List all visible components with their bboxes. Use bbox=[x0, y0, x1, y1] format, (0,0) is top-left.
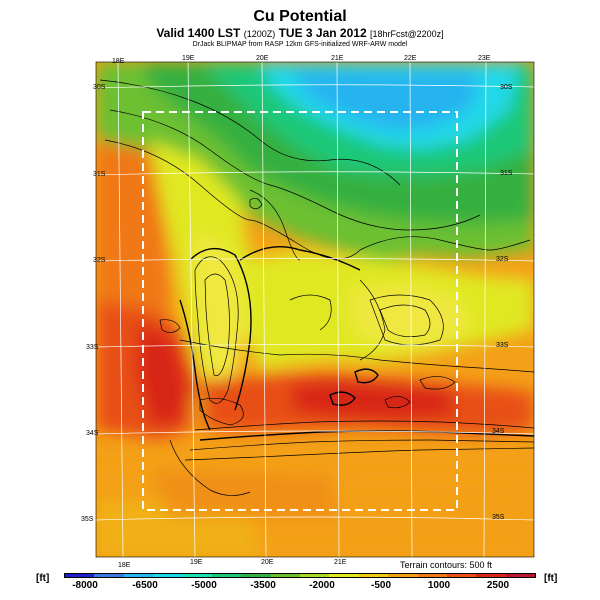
lat-label-left: 32S bbox=[93, 257, 106, 264]
inner-domain-boundary bbox=[142, 111, 458, 511]
colorbar-swatch bbox=[476, 574, 506, 577]
colorbar-unit-right: [ft] bbox=[544, 573, 558, 584]
colorbar bbox=[64, 573, 536, 578]
colorbar-unit-left: [ft] bbox=[36, 573, 50, 584]
colorbar-tick: 1000 bbox=[427, 580, 451, 591]
colorbar-swatch bbox=[388, 574, 418, 577]
terrain-contours bbox=[99, 79, 534, 496]
colorbar-swatch bbox=[300, 574, 330, 577]
colorbar-swatch bbox=[123, 574, 154, 577]
colorbar-swatch bbox=[358, 574, 389, 577]
colorbar-tick: -2000 bbox=[309, 580, 335, 591]
lon-label-top: 21E bbox=[331, 55, 344, 62]
map-title: Cu Potential bbox=[253, 8, 347, 25]
utc-time: (1200Z) bbox=[243, 29, 276, 39]
colorbar-swatch bbox=[241, 574, 271, 577]
lon-label-bottom: 21E bbox=[334, 559, 347, 566]
colorbar-swatch bbox=[182, 574, 212, 577]
lat-label-left: 30S bbox=[93, 84, 106, 91]
colorbar-tick: 2500 bbox=[486, 580, 510, 591]
color-field bbox=[96, 62, 534, 557]
lat-label-right: 35S bbox=[492, 514, 505, 521]
lon-label-top: 23E bbox=[478, 55, 491, 62]
colorbar-swatch bbox=[211, 574, 242, 577]
lat-label-left: 31S bbox=[93, 171, 106, 178]
colorbar-swatch bbox=[417, 574, 447, 577]
valid-date: TUE 3 Jan 2012 bbox=[278, 26, 367, 40]
colorbar-tick: -500 bbox=[370, 580, 391, 591]
valid-time: Valid 1400 LST bbox=[156, 26, 241, 40]
lat-label-left: 33S bbox=[86, 344, 99, 351]
lat-label-left: 35S bbox=[81, 516, 94, 523]
lon-label-top: 18E bbox=[112, 58, 125, 65]
colorbar-swatch bbox=[505, 574, 535, 577]
lat-label-right: 30S bbox=[500, 84, 513, 91]
lat-label-left: 34S bbox=[86, 430, 99, 437]
lat-label-right: 31S bbox=[500, 170, 513, 177]
map-frame bbox=[95, 61, 535, 558]
lat-label-right: 34S bbox=[492, 428, 505, 435]
colorbar-tick: -8000 bbox=[72, 580, 98, 591]
lat-label-right: 33S bbox=[496, 342, 509, 349]
terrain-contour-note: Terrain contours: 500 ft bbox=[400, 560, 493, 570]
map-subtitle: Valid 1400 LST (1200Z) TUE 3 Jan 2012 [1… bbox=[0, 26, 600, 40]
model-credit: DrJack BLIPMAP from RASP 12km GFS-initia… bbox=[192, 41, 408, 48]
colorbar-swatch bbox=[270, 574, 300, 577]
lon-label-bottom: 20E bbox=[261, 559, 274, 566]
lon-label-bottom: 18E bbox=[118, 562, 131, 569]
colorbar-swatch bbox=[446, 574, 477, 577]
colorbar-swatch bbox=[329, 574, 359, 577]
lat-label-right: 32S bbox=[496, 256, 509, 263]
colorbar-tick: -3500 bbox=[250, 580, 276, 591]
lon-label-top: 20E bbox=[256, 55, 269, 62]
colorbar-swatch bbox=[153, 574, 183, 577]
lon-label-bottom: 19E bbox=[190, 559, 203, 566]
lat-lon-grid bbox=[96, 62, 534, 557]
lon-label-top: 19E bbox=[182, 55, 195, 62]
colorbar-tick: -6500 bbox=[132, 580, 158, 591]
colorbar-swatch bbox=[94, 574, 124, 577]
forecast-info: [18hrFcst@2200z] bbox=[369, 29, 444, 39]
colorbar-tick: -5000 bbox=[191, 580, 217, 591]
colorbar-swatch bbox=[65, 574, 95, 577]
lon-label-top: 22E bbox=[404, 55, 417, 62]
